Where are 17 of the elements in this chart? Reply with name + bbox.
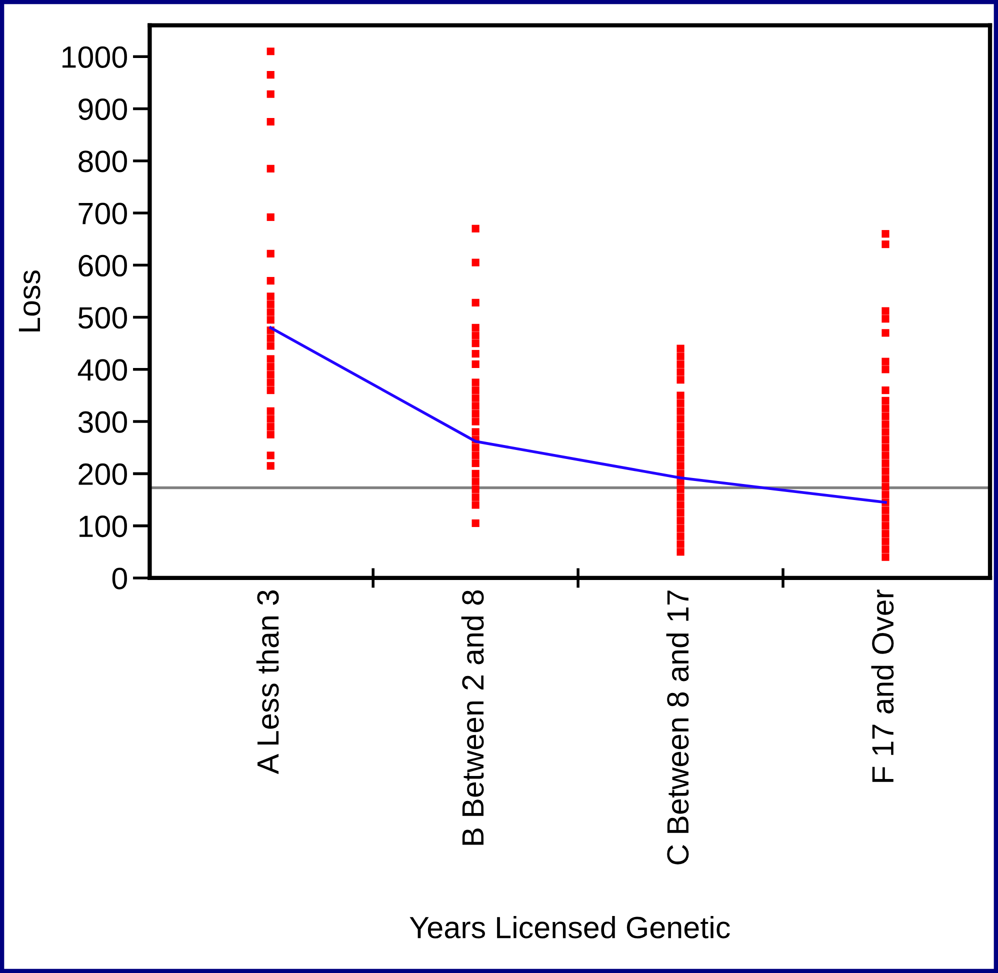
x-axis-title: Years Licensed Genetic (410, 916, 730, 938)
y-tick-label: 100 (80, 516, 127, 538)
x-tick-label: B Between 2 and 8 (461, 590, 484, 845)
y-tick-label: 800 (78, 150, 127, 172)
x-tick-label: A Less than 3 (256, 590, 279, 774)
y-tick-label: 200 (78, 463, 127, 486)
x-tick-label: F 17 and Over (871, 590, 894, 782)
y-axis-title: Loss (18, 270, 40, 332)
x-tick-label: C Between 8 and 17 (666, 590, 689, 864)
y-tick-label: 700 (78, 202, 127, 224)
y-tick-label: 500 (78, 307, 127, 329)
y-tick-label: 0 (112, 568, 127, 590)
y-tick-label: 600 (78, 254, 127, 277)
y-tick-label: 1000 (62, 46, 127, 68)
y-tick-label: 900 (78, 98, 127, 120)
y-tick-label: 300 (78, 411, 127, 433)
y-tick-label: 400 (78, 359, 127, 381)
